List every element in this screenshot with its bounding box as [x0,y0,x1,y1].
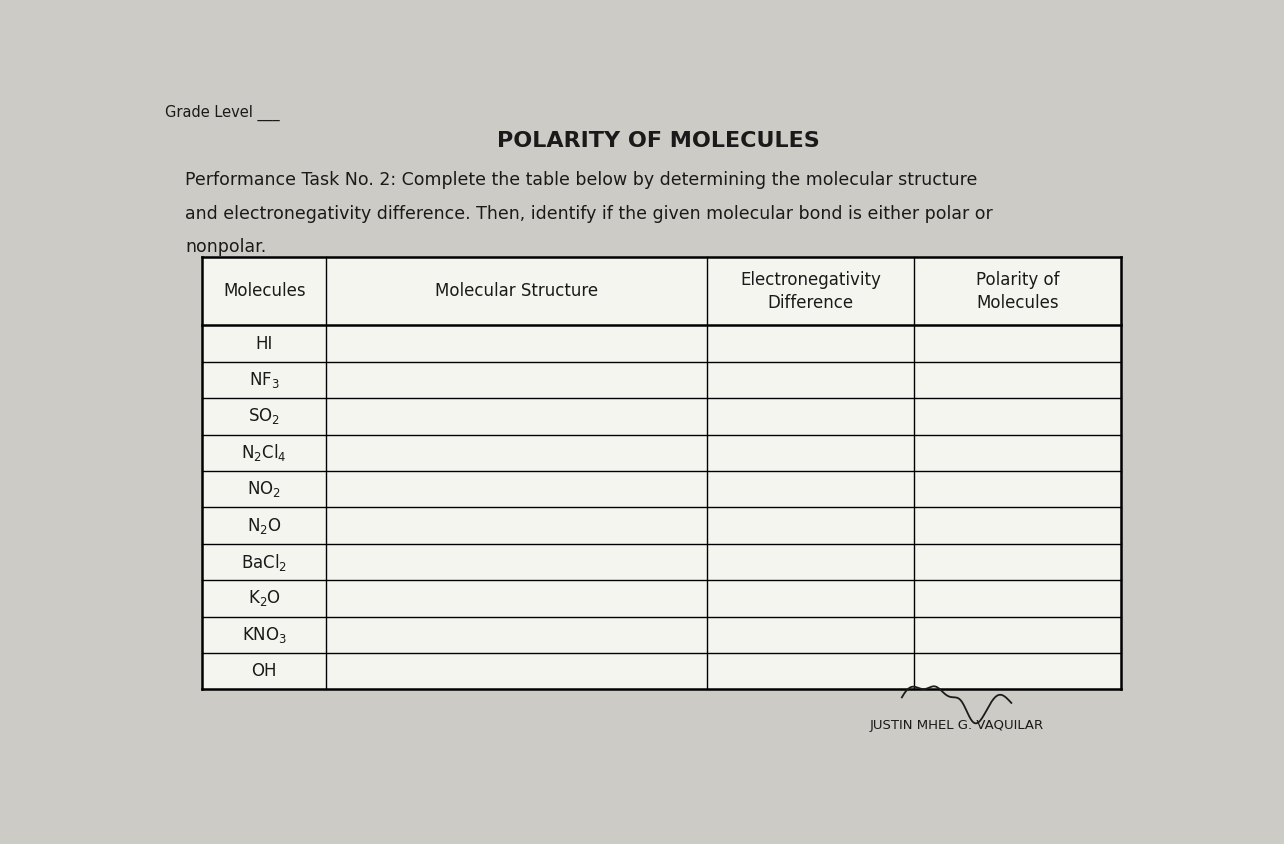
Text: and electronegativity difference. Then, identify if the given molecular bond is : and electronegativity difference. Then, … [185,204,993,223]
Text: K$_2$O: K$_2$O [248,588,281,609]
Text: nonpolar.: nonpolar. [185,238,267,257]
Text: Molecules: Molecules [223,283,306,300]
Text: Polarity of
Molecules: Polarity of Molecules [976,271,1059,312]
Text: SO$_2$: SO$_2$ [248,407,280,426]
Bar [203,257,1121,690]
Text: JUSTIN MHEL G. VAQUILAR: JUSTIN MHEL G. VAQUILAR [869,719,1044,732]
Text: OH: OH [252,663,277,680]
Text: N$_2$O: N$_2$O [247,516,281,536]
Text: KNO$_3$: KNO$_3$ [241,625,286,645]
Text: Electronegativity
Difference: Electronegativity Difference [741,271,881,312]
Text: NO$_2$: NO$_2$ [248,479,281,500]
Text: HI: HI [256,335,273,353]
Text: Grade Level ___: Grade Level ___ [166,105,280,121]
Text: N$_2$Cl$_4$: N$_2$Cl$_4$ [241,442,288,463]
Text: NF$_3$: NF$_3$ [249,370,280,390]
Text: BaCl$_2$: BaCl$_2$ [241,551,288,572]
Text: POLARITY OF MOLECULES: POLARITY OF MOLECULES [497,131,819,150]
Text: Molecular Structure: Molecular Structure [435,283,598,300]
Text: Performance Task No. 2: Complete the table below by determining the molecular st: Performance Task No. 2: Complete the tab… [185,170,977,189]
